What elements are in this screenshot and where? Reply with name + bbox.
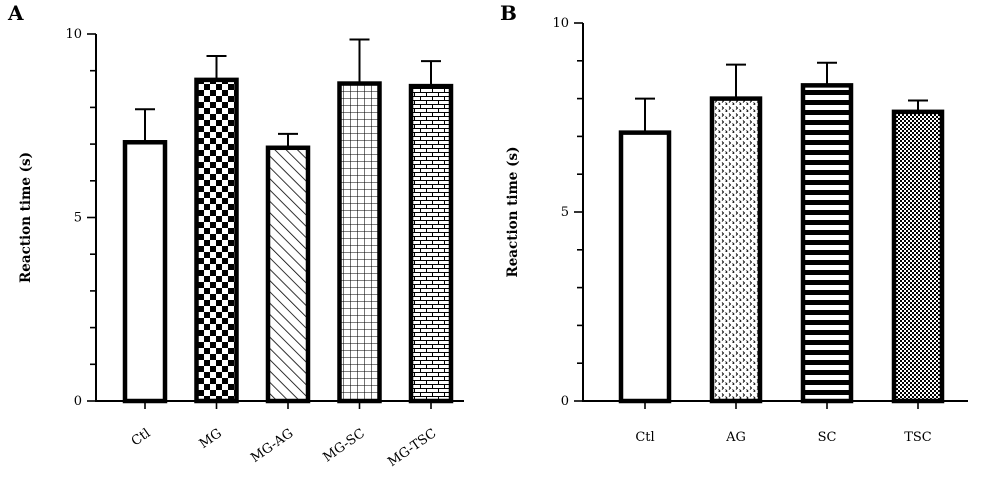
y-tick-label: 10 [65, 27, 82, 42]
x-category-label: SC [818, 430, 837, 445]
x-category-label: MG-TSC [385, 426, 439, 470]
bar [709, 96, 763, 404]
bar [800, 83, 854, 404]
x-category-label: AG [725, 430, 746, 445]
y-tick-label: 10 [552, 16, 569, 31]
panel-letter: A [7, 1, 24, 25]
y-tick-label: 0 [561, 394, 569, 409]
bar [194, 77, 239, 404]
panel-b-chart: B Reaction time (s) 0 5 10 Ctl AG SC TSC [500, 1, 968, 445]
x-category-label: Ctl [129, 426, 153, 449]
bar [891, 109, 945, 404]
y-axis-title: Reaction time (s) [18, 152, 34, 283]
y-tick-label: 5 [561, 205, 569, 220]
bar [618, 130, 672, 404]
panel-letter: B [500, 1, 517, 25]
x-category-label: MG-AG [248, 426, 296, 466]
bar [408, 83, 454, 404]
y-tick-label: 5 [74, 211, 82, 226]
y-tick-label: 0 [74, 394, 82, 409]
bar [265, 145, 311, 404]
bar [337, 81, 382, 404]
x-category-label: TSC [904, 430, 932, 445]
x-category-label: MG-SC [321, 426, 368, 465]
panel-a-chart: A Reaction time (s) 0 5 10 Ctl MG MG-AG MG-SC MG-… [7, 1, 464, 470]
x-category-label: MG [197, 426, 225, 452]
x-category-label: Ctl [635, 430, 654, 445]
y-axis-title: Reaction time (s) [505, 147, 521, 278]
bar [122, 140, 168, 404]
